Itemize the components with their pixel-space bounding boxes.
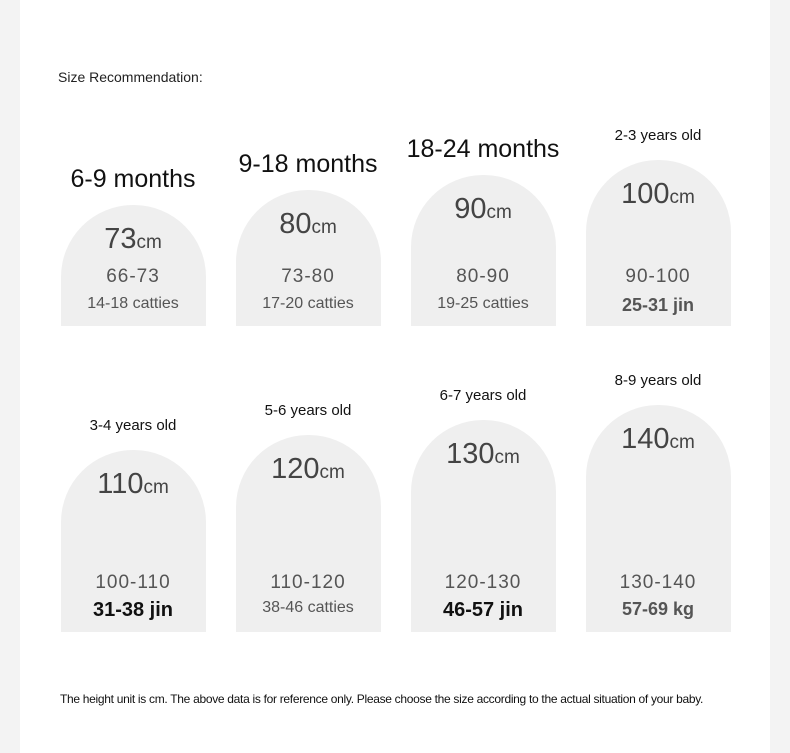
height-unit: cm [319,462,345,483]
height-value: 100 [621,178,670,210]
size-card [586,405,731,632]
height-unit: cm [494,447,520,468]
height-label: 110cm [97,468,169,501]
size-card [61,450,206,632]
height-range: 73-80 [281,266,335,287]
height-value: 120 [271,453,320,485]
weight-label: 31-38 jin [92,599,174,621]
height-label: 100cm [621,178,695,211]
size-card [586,160,731,326]
height-unit: cm [669,187,695,208]
height-unit: cm [669,432,695,453]
weight-label: 46-57 jin [442,599,524,621]
height-label: 90cm [454,193,512,226]
size-card [411,175,556,326]
weight-label: 17-20 catties [262,295,354,312]
age-label: 6-7 years old [439,387,527,404]
title: Size Recommendation: [58,69,203,85]
height-unit: cm [486,202,512,223]
height-unit: cm [311,217,337,238]
height-range: 130-140 [619,572,697,593]
size-card [236,190,381,326]
footer-note: The height unit is cm. The above data is… [60,692,704,706]
age-label: 3-4 years old [89,417,177,434]
height-range: 80-90 [456,266,510,287]
height-value: 140 [621,423,670,455]
height-label: 120cm [271,453,345,486]
weight-label: 14-18 catties [87,295,179,312]
size-card [61,205,206,326]
weight-label: 38-46 catties [262,599,354,616]
height-label: 73cm [104,223,162,256]
height-unit: cm [143,477,169,498]
height-value: 110 [97,468,144,500]
height-label: 80cm [279,208,337,241]
size-card [411,420,556,632]
height-value: 73 [104,223,137,255]
weight-label: 57-69 kg [621,599,695,619]
weight-label: 25-31 jin [621,295,695,315]
age-label: 9-18 months [238,150,378,178]
height-range: 120-130 [444,572,522,593]
size-card [236,435,381,632]
age-label: 5-6 years old [264,402,352,419]
height-unit: cm [136,232,162,253]
height-range: 90-100 [625,266,691,287]
height-value: 90 [454,193,487,225]
height-label: 140cm [621,423,695,456]
height-value: 130 [446,438,495,470]
height-range: 100-110 [95,572,171,593]
height-value: 80 [279,208,312,240]
weight-label: 19-25 catties [437,295,529,312]
height-range: 110-120 [270,572,346,593]
age-label: 8-9 years old [614,372,702,389]
age-label: 18-24 months [406,135,560,163]
height-label: 130cm [446,438,520,471]
height-range: 66-73 [106,266,160,287]
age-label: 6-9 months [70,165,196,193]
age-label: 2-3 years old [614,127,702,144]
